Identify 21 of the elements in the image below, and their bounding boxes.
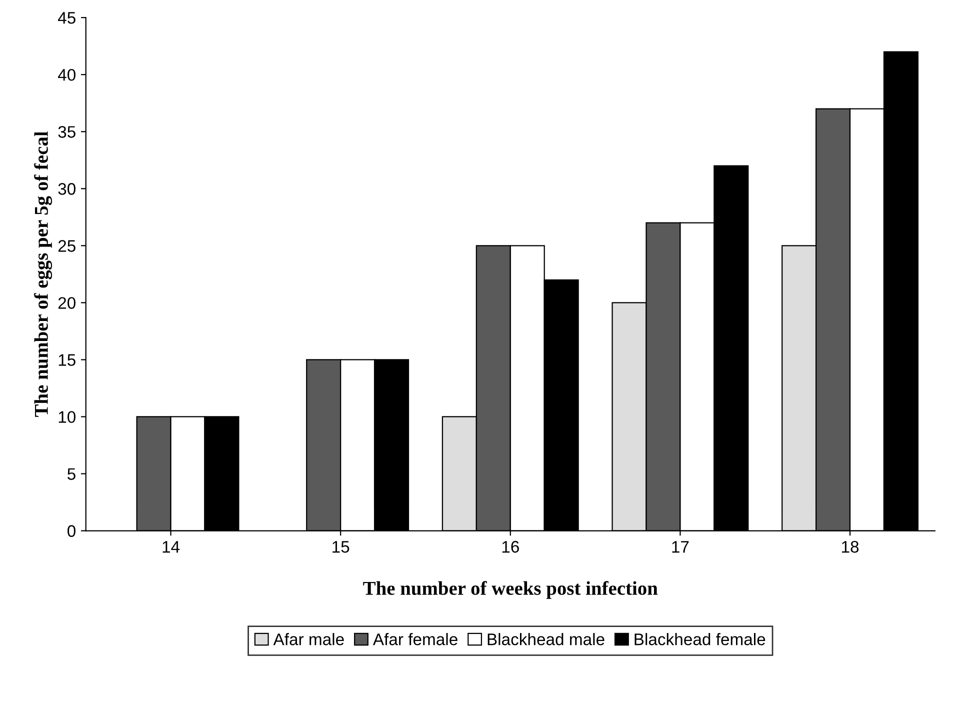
y-tick-label: 25 [58,240,76,252]
y-tick-label: 20 [58,297,76,309]
y-tick-label: 30 [58,183,76,195]
x-axis-title: The number of weeks post infection [363,581,658,599]
x-tick-label: 15 [332,541,350,553]
y-axis-title: The number of eggs per 5g of fecal [34,131,52,417]
legend-label: Blackhead female [634,633,766,646]
legend-label: Afar female [372,633,458,646]
x-tick-label: 17 [672,541,689,553]
y-tick-label: 45 [58,12,76,24]
legend-label: Afar male [273,633,344,646]
y-tick-label: 10 [58,411,76,423]
legend-label: Blackhead male [488,633,604,646]
y-tick-label: 5 [68,468,76,480]
y-tick-label: 35 [58,126,76,138]
y-tick-label: 40 [58,68,76,81]
y-tick-label: 0 [68,525,76,537]
x-tick-label: 16 [502,540,519,553]
y-tick-label: 15 [58,354,76,366]
x-tick-label: 18 [842,540,859,553]
x-tick-label: 14 [162,541,180,553]
